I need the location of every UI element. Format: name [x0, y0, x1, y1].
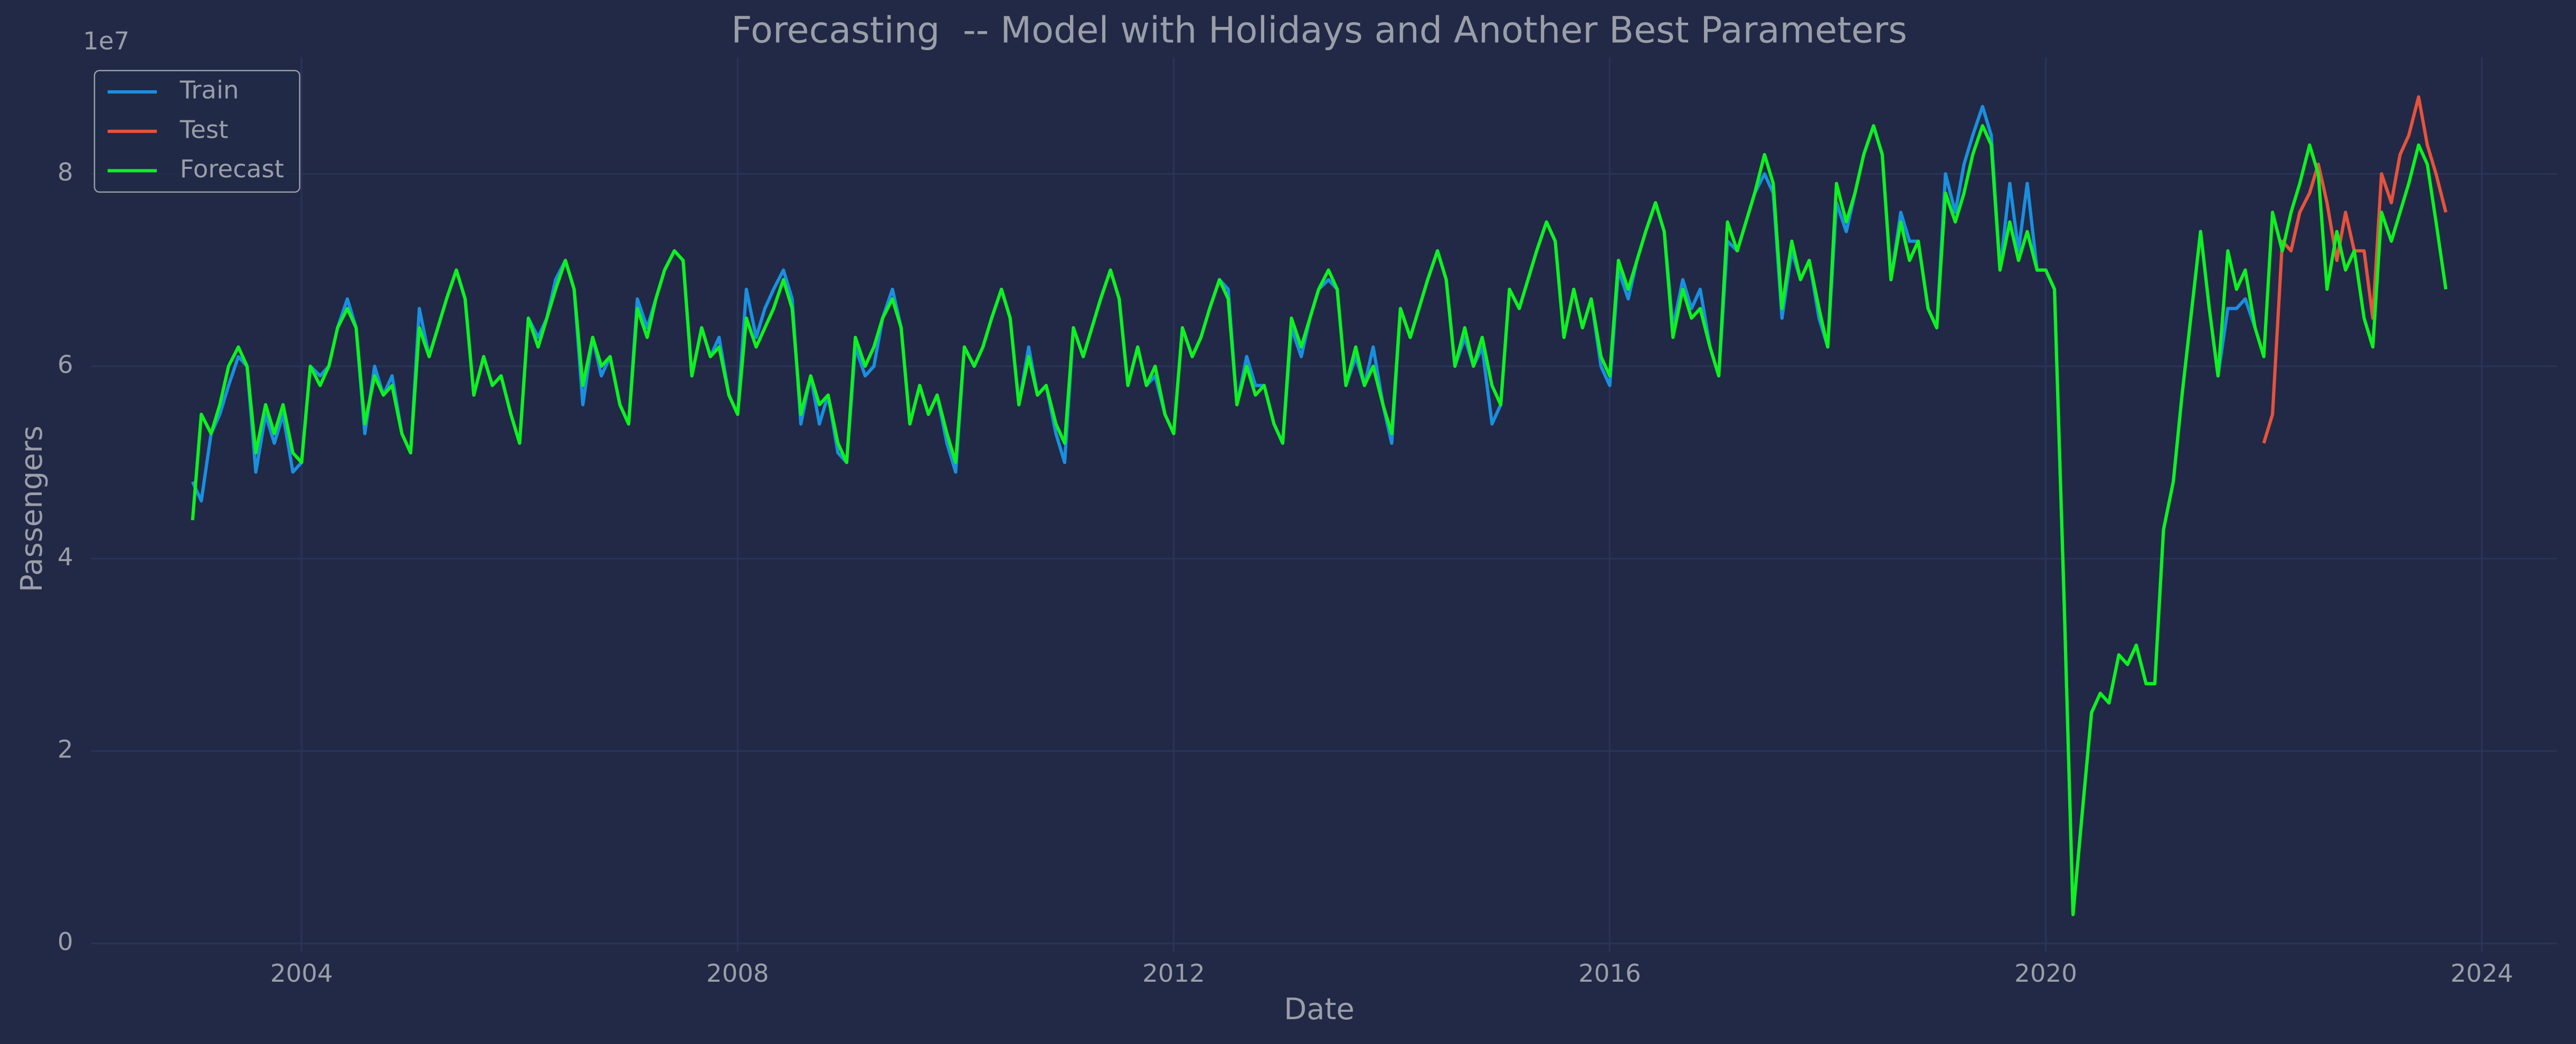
legend-box: [93, 70, 300, 193]
chart-title: Forecasting -- Model with Holidays and A…: [731, 10, 1907, 52]
y-axis-label: Passengers: [15, 425, 49, 592]
plot-lines: [191, 95, 2448, 916]
y-tick-label: 8: [58, 158, 73, 187]
legend-label: Test: [179, 116, 229, 144]
x-tick-label: 2020: [2014, 960, 2077, 988]
x-tick-label: 2004: [270, 960, 333, 988]
legend-label: Forecast: [180, 155, 284, 184]
legend: Train Test Forecast: [93, 70, 300, 193]
series-line: [191, 124, 2448, 916]
x-tick-label: 2012: [1142, 960, 1205, 988]
x-tick-label: 2024: [2450, 960, 2513, 988]
legend-label: Train: [179, 77, 239, 105]
y-tick-label: 0: [58, 928, 73, 956]
y-offset-label: 1e7: [83, 27, 129, 55]
x-axis-label: Date: [1284, 992, 1355, 1027]
grid: 0 2 4 6 8 2004 2008 2012 2016 2020 2024: [58, 57, 2558, 988]
x-tick-label: 2016: [1578, 960, 1641, 988]
y-tick-label: 6: [58, 350, 73, 379]
y-tick-label: 2: [58, 735, 73, 764]
y-tick-label: 4: [58, 543, 73, 572]
x-tick-label: 2008: [706, 960, 769, 988]
series-line: [191, 105, 2257, 916]
